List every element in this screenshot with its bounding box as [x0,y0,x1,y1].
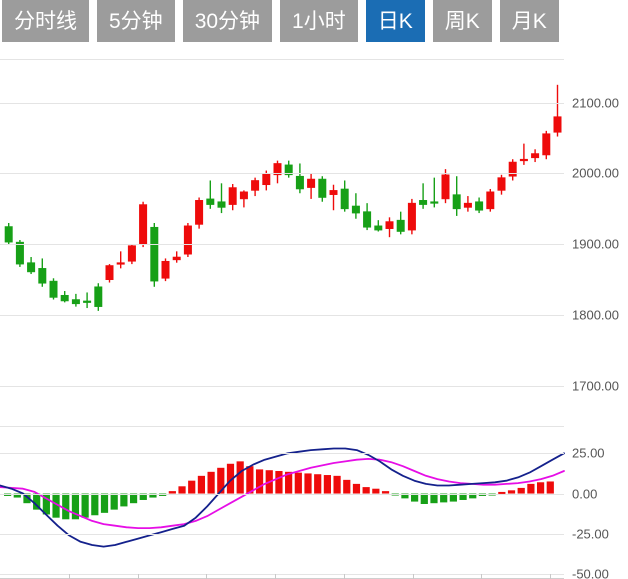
x-axis-tick [550,574,552,579]
macd-axis-label: 25.00 [572,445,605,461]
x-axis-tick [481,574,483,579]
x-axis-tick [68,574,70,579]
macd-gridline [0,533,564,535]
tab-30min[interactable]: 30分钟 [182,0,273,42]
tab-1hour[interactable]: 1小时 [280,0,358,42]
price-axis-label: 1900.00 [572,236,619,252]
candlestick-series [4,84,562,311]
price-gridline [0,244,564,246]
macd-gridline [0,574,564,575]
tab-week[interactable]: 周K [432,0,492,42]
price-gridlines [0,46,564,418]
price-axis-label: 2000.00 [572,165,619,181]
macd-series [0,447,565,548]
chart-area: 2100.00 2000.00 1900.00 1800.00 1700.00 25.0… [0,46,628,579]
price-panel-top-border [0,59,564,60]
x-axis-tick [275,574,277,579]
price-axis-label: 1700.00 [572,378,619,394]
period-tab-bar: 分时线 5分钟 30分钟 1小时 日K 周K 月K [0,0,628,46]
price-axis-label: 1800.00 [572,307,619,323]
price-gridline [0,386,564,387]
price-gridline [0,315,564,317]
tab-month[interactable]: 月K [499,0,559,42]
tab-timeline[interactable]: 分时线 [2,0,89,42]
x-axis-tick [137,574,139,579]
price-gridline [0,102,564,104]
x-axis-tick [343,574,345,579]
macd-axis-label: -50.00 [572,566,609,579]
x-axis-tick [206,574,208,579]
price-panel[interactable]: 2100.00 2000.00 1900.00 1800.00 1700.00 [0,46,628,418]
macd-panel-top-border [0,426,564,427]
tab-5min[interactable]: 5分钟 [97,0,175,42]
x-axis-tick [412,574,414,579]
macd-gridline [0,493,564,495]
price-gridline [0,173,564,175]
tab-day[interactable]: 日K [365,0,425,42]
macd-gridlines [0,425,564,579]
price-axis-label: 2100.00 [572,95,619,111]
macd-gridline [0,453,564,455]
macd-panel[interactable]: 25.00 0.00 -25.00 -50.00 [0,425,628,579]
macd-axis-label: 0.00 [572,486,598,502]
macd-axis-label: -25.00 [572,526,609,542]
